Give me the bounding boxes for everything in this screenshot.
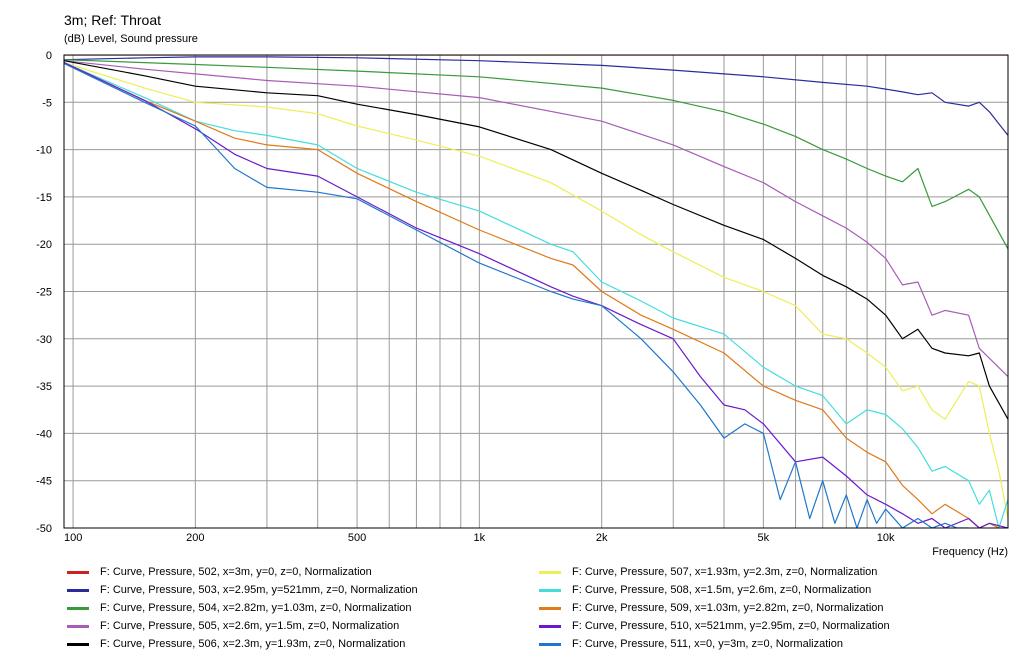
legend-swatch: [67, 643, 89, 646]
chart-title: 3m; Ref: Throat: [64, 12, 161, 28]
legend-swatch: [67, 625, 89, 628]
series-line-3: [64, 59, 1008, 250]
series-line-5: [64, 60, 1008, 420]
legend-entry: F: Curve, Pressure, 511, x=0, y=3m, z=0,…: [572, 638, 843, 650]
plot-frame: [63, 54, 1009, 529]
x-axis-label: Frequency (Hz): [932, 546, 1008, 558]
legend-swatch: [539, 625, 561, 628]
legend-entry: F: Curve, Pressure, 504, x=2.82m, y=1.03…: [100, 602, 412, 614]
y-tick-label: -25: [36, 287, 52, 299]
x-tick-label: 500: [348, 532, 366, 544]
legend-swatch: [67, 607, 89, 610]
x-tick-label: 200: [186, 532, 204, 544]
x-tick-label: 100: [64, 532, 82, 544]
y-tick-label: -30: [36, 334, 52, 346]
legend-swatch: [539, 589, 561, 592]
x-tick-label: 10k: [877, 532, 895, 544]
legend-swatch: [67, 571, 89, 574]
y-tick-label: -45: [36, 476, 52, 488]
legend: F: Curve, Pressure, 502, x=3m, y=0, z=0,…: [67, 566, 890, 650]
legend-swatch: [539, 643, 561, 646]
legend-entry: F: Curve, Pressure, 509, x=1.03m, y=2.82…: [572, 602, 884, 614]
y-tick-label: -15: [36, 192, 52, 204]
x-tick-label: 1k: [474, 532, 486, 544]
y-tick-labels: 0 -5 -10 -15 -20 -25 -30 -35 -40 -45 -50: [36, 50, 52, 535]
legend-entry: F: Curve, Pressure, 507, x=1.93m, y=2.3m…: [572, 566, 877, 578]
series-line-9: [64, 62, 1008, 528]
series-line-7: [64, 62, 1008, 528]
legend-swatch: [67, 589, 89, 592]
legend-entry: F: Curve, Pressure, 502, x=3m, y=0, z=0,…: [100, 566, 372, 578]
y-tick-label: -50: [36, 523, 52, 535]
y-tick-label: -5: [42, 97, 52, 109]
series-lines: [64, 55, 1008, 528]
series-line-10: [64, 62, 969, 528]
legend-entry: F: Curve, Pressure, 503, x=2.95m, y=521m…: [100, 584, 418, 596]
y-tick-label: -10: [36, 145, 52, 157]
y-tick-label: 0: [46, 50, 52, 62]
legend-swatch: [539, 607, 561, 610]
series-line-6: [64, 62, 1008, 519]
series-line-4: [64, 60, 1008, 378]
y-axis-label: (dB) Level, Sound pressure: [64, 33, 198, 45]
series-line-2: [64, 56, 1008, 136]
x-tick-label: 5k: [758, 532, 770, 544]
x-tick-label: 2k: [596, 532, 608, 544]
legend-entry: F: Curve, Pressure, 510, x=521mm, y=2.95…: [572, 620, 890, 632]
x-tick-labels: 100 200 500 1k 2k 5k 10k: [64, 532, 895, 544]
legend-entry: F: Curve, Pressure, 506, x=2.3m, y=1.93m…: [100, 638, 405, 650]
y-tick-label: -40: [36, 428, 52, 440]
legend-swatch: [539, 571, 561, 574]
legend-entry: F: Curve, Pressure, 508, x=1.5m, y=2.6m,…: [572, 584, 871, 596]
y-tick-label: -35: [36, 381, 52, 393]
legend-entry: F: Curve, Pressure, 505, x=2.6m, y=1.5m,…: [100, 620, 399, 632]
y-tick-label: -20: [36, 239, 52, 251]
series-line-8: [64, 62, 1008, 528]
